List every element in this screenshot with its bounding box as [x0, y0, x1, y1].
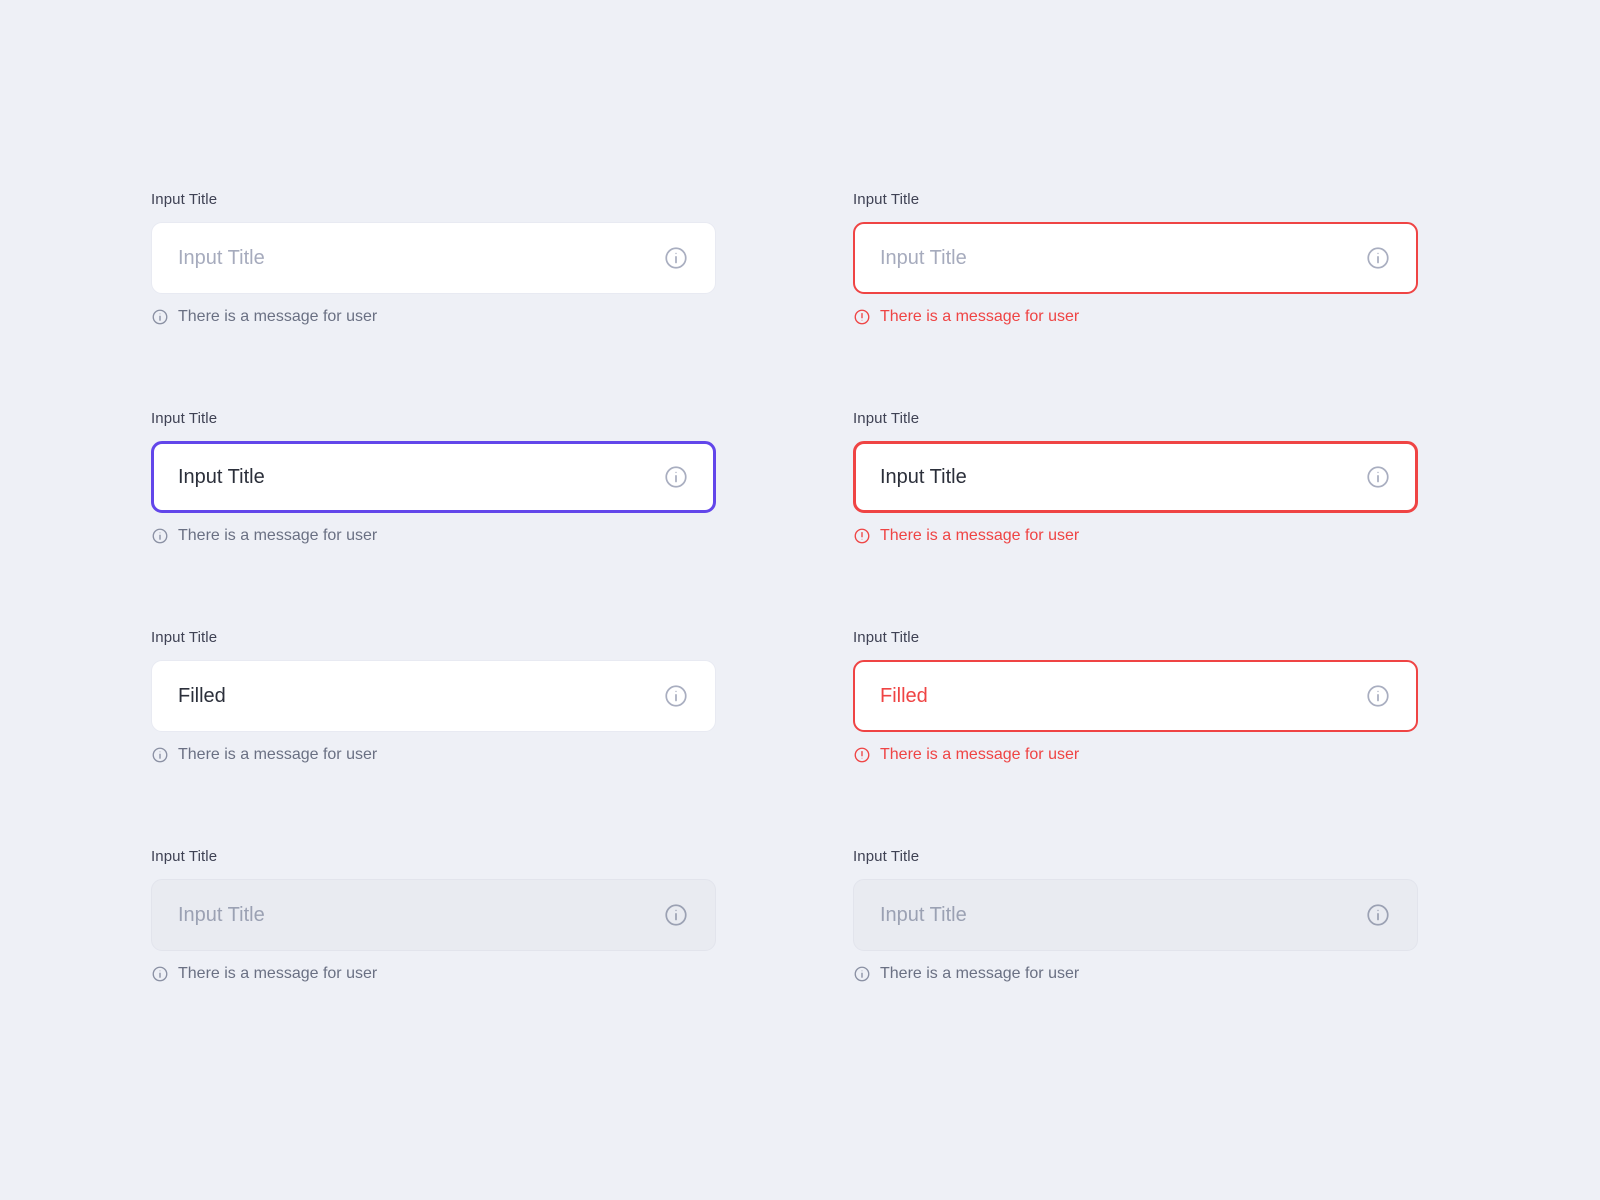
helper-message-text: There is a message for user	[880, 527, 1080, 544]
text-input-wrapper[interactable]	[151, 222, 716, 294]
input-group-disabled: Input Title There is a message for user	[151, 847, 716, 983]
input-label: Input Title	[151, 191, 218, 208]
text-input[interactable]	[880, 465, 1349, 489]
input-label: Input Title	[151, 848, 218, 865]
text-input-wrapper[interactable]	[853, 222, 1418, 294]
text-input[interactable]	[880, 684, 1349, 708]
text-input-wrapper	[853, 879, 1418, 951]
helper-message: There is a message for user	[853, 965, 1418, 983]
helper-message-text: There is a message for user	[178, 965, 378, 982]
input-group-focused: Input Title There is a message for user	[151, 409, 716, 545]
info-circle-icon	[151, 308, 169, 326]
helper-message-text: There is a message for user	[880, 308, 1080, 325]
input-group-disabled: Input Title There is a message for user	[853, 847, 1418, 983]
text-input[interactable]	[178, 246, 647, 270]
input-label: Input Title	[151, 629, 218, 646]
helper-message-error: There is a message for user	[853, 308, 1418, 326]
info-circle-icon	[853, 965, 871, 983]
input-group-filled: Input Title There is a message for user	[151, 628, 716, 764]
helper-message-text: There is a message for user	[178, 308, 378, 325]
helper-message-text: There is a message for user	[880, 965, 1080, 982]
input-label: Input Title	[853, 848, 920, 865]
text-input-wrapper[interactable]	[853, 441, 1418, 513]
info-circle-icon[interactable]	[1365, 245, 1391, 271]
text-input	[178, 903, 647, 927]
text-input[interactable]	[178, 684, 647, 708]
info-circle-icon[interactable]	[663, 464, 689, 490]
input-group-error-default: Input Title There is a message for user	[853, 190, 1418, 326]
text-input	[880, 903, 1349, 927]
input-label: Input Title	[853, 191, 920, 208]
helper-message: There is a message for user	[151, 965, 716, 983]
alert-circle-icon	[853, 746, 871, 764]
info-circle-icon	[1365, 902, 1391, 928]
info-circle-icon	[151, 746, 169, 764]
text-input-wrapper[interactable]	[853, 660, 1418, 732]
text-input-wrapper[interactable]	[151, 660, 716, 732]
info-circle-icon	[151, 965, 169, 983]
input-label: Input Title	[151, 410, 218, 427]
helper-message: There is a message for user	[151, 527, 716, 545]
info-circle-icon	[151, 527, 169, 545]
columns: Input Title There is a message for user …	[151, 190, 1600, 1066]
text-input[interactable]	[880, 246, 1349, 270]
input-group-error-focused: Input Title There is a message for user	[853, 409, 1418, 545]
input-group-error-filled: Input Title There is a message for user	[853, 628, 1418, 764]
info-circle-icon[interactable]	[663, 683, 689, 709]
helper-message-text: There is a message for user	[178, 746, 378, 763]
helper-message: There is a message for user	[151, 746, 716, 764]
text-input-wrapper[interactable]	[151, 441, 716, 513]
helper-message-text: There is a message for user	[880, 746, 1080, 763]
column-normal-states: Input Title There is a message for user …	[151, 190, 716, 1066]
column-error-states: Input Title There is a message for user …	[853, 190, 1418, 1066]
info-circle-icon	[663, 902, 689, 928]
text-input[interactable]	[178, 465, 647, 489]
text-input-wrapper	[151, 879, 716, 951]
info-circle-icon[interactable]	[663, 245, 689, 271]
helper-message-error: There is a message for user	[853, 746, 1418, 764]
info-circle-icon[interactable]	[1365, 464, 1391, 490]
alert-circle-icon	[853, 308, 871, 326]
input-label: Input Title	[853, 629, 920, 646]
input-label: Input Title	[853, 410, 920, 427]
helper-message-error: There is a message for user	[853, 527, 1418, 545]
info-circle-icon[interactable]	[1365, 683, 1391, 709]
input-group-default: Input Title There is a message for user	[151, 190, 716, 326]
helper-message: There is a message for user	[151, 308, 716, 326]
helper-message-text: There is a message for user	[178, 527, 378, 544]
alert-circle-icon	[853, 527, 871, 545]
